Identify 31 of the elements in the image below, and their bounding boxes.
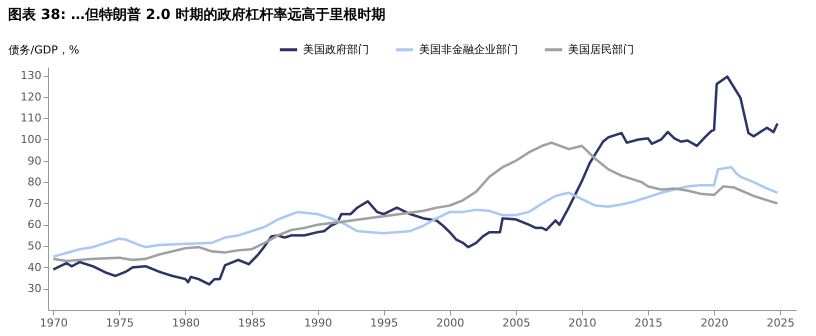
x-tick-label: 1980 — [172, 316, 200, 330]
y-tick-label: 80 — [28, 176, 42, 189]
x-tick-label: 2005 — [502, 316, 530, 330]
x-tick-label: 1985 — [238, 316, 266, 330]
line-series — [52, 166, 779, 258]
y-tick-label: 100 — [20, 132, 42, 146]
chart-title: 图表 38: …但特朗普 2.0 时期的政府杠杆率远高于里根时期 — [8, 6, 386, 23]
legend-label: 美国政府部门 — [303, 42, 369, 56]
x-tick-label: 1975 — [106, 316, 134, 330]
y-tick-label: 120 — [20, 90, 42, 104]
line-series — [52, 75, 779, 286]
legend-label: 美国居民部门 — [568, 42, 634, 56]
y-tick-label: 50 — [28, 240, 42, 253]
line-series — [52, 141, 779, 262]
legend-label: 美国非金融企业部门 — [419, 42, 518, 56]
x-tick-label: 2015 — [634, 316, 662, 330]
x-tick-label: 2000 — [436, 316, 464, 330]
y-tick-label: 40 — [28, 260, 42, 274]
y-axis-title: 债务/GDP，% — [8, 44, 80, 56]
x-tick-label: 1990 — [304, 316, 332, 330]
x-tick-label: 1970 — [40, 316, 68, 330]
y-tick-label: 130 — [20, 69, 42, 82]
x-tick-label: 2025 — [766, 316, 795, 330]
y-tick-label: 60 — [28, 218, 42, 232]
y-tick-label: 110 — [20, 112, 42, 125]
y-tick-label: 90 — [28, 154, 42, 168]
y-tick-label: 30 — [28, 282, 42, 296]
x-tick-label: 1995 — [370, 316, 398, 330]
x-tick-label: 2010 — [568, 316, 596, 330]
x-tick-label: 2020 — [700, 316, 729, 330]
y-tick-label: 70 — [28, 196, 42, 210]
